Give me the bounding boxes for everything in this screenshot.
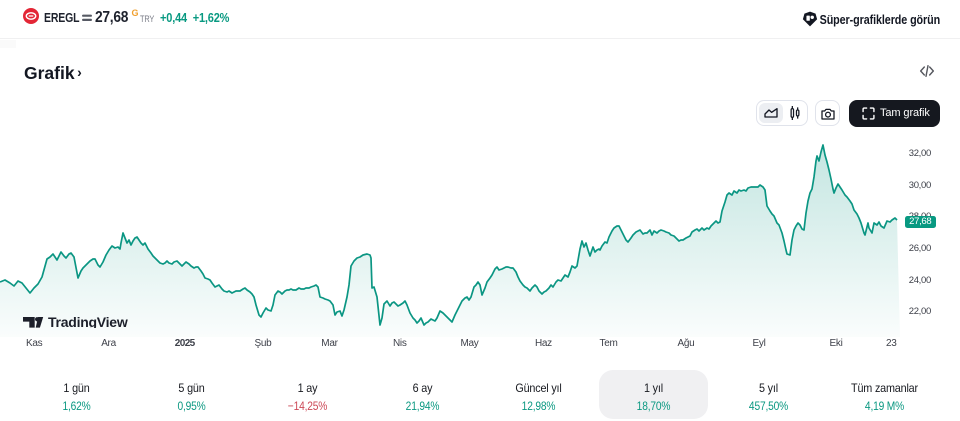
svg-text:TradingView: TradingView <box>48 317 128 328</box>
